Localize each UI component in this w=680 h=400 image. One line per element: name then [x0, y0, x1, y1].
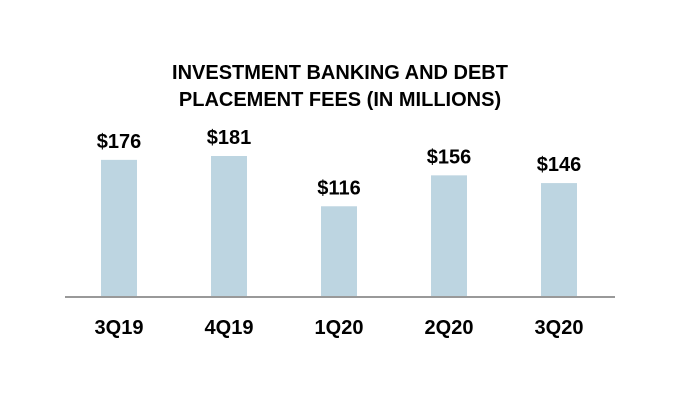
- bar: [431, 175, 467, 296]
- value-label: $146: [537, 154, 582, 176]
- value-label: $181: [207, 127, 252, 149]
- value-label: $116: [317, 177, 360, 199]
- x-tick-label: 2Q20: [425, 317, 474, 339]
- bar: [211, 156, 247, 296]
- bar: [101, 159, 137, 296]
- chart-title: INVESTMENT BANKING AND DEBT PLACEMENT FE…: [172, 62, 508, 111]
- x-tick-label: 3Q20: [535, 317, 584, 339]
- x-tick-label: 1Q20: [315, 317, 364, 339]
- x-tick-label: 3Q19: [95, 317, 144, 339]
- value-label: $156: [427, 146, 472, 168]
- bar: [321, 206, 357, 296]
- bar: [541, 183, 577, 296]
- value-label: $176: [97, 131, 142, 153]
- x-tick-label: 4Q19: [205, 317, 254, 339]
